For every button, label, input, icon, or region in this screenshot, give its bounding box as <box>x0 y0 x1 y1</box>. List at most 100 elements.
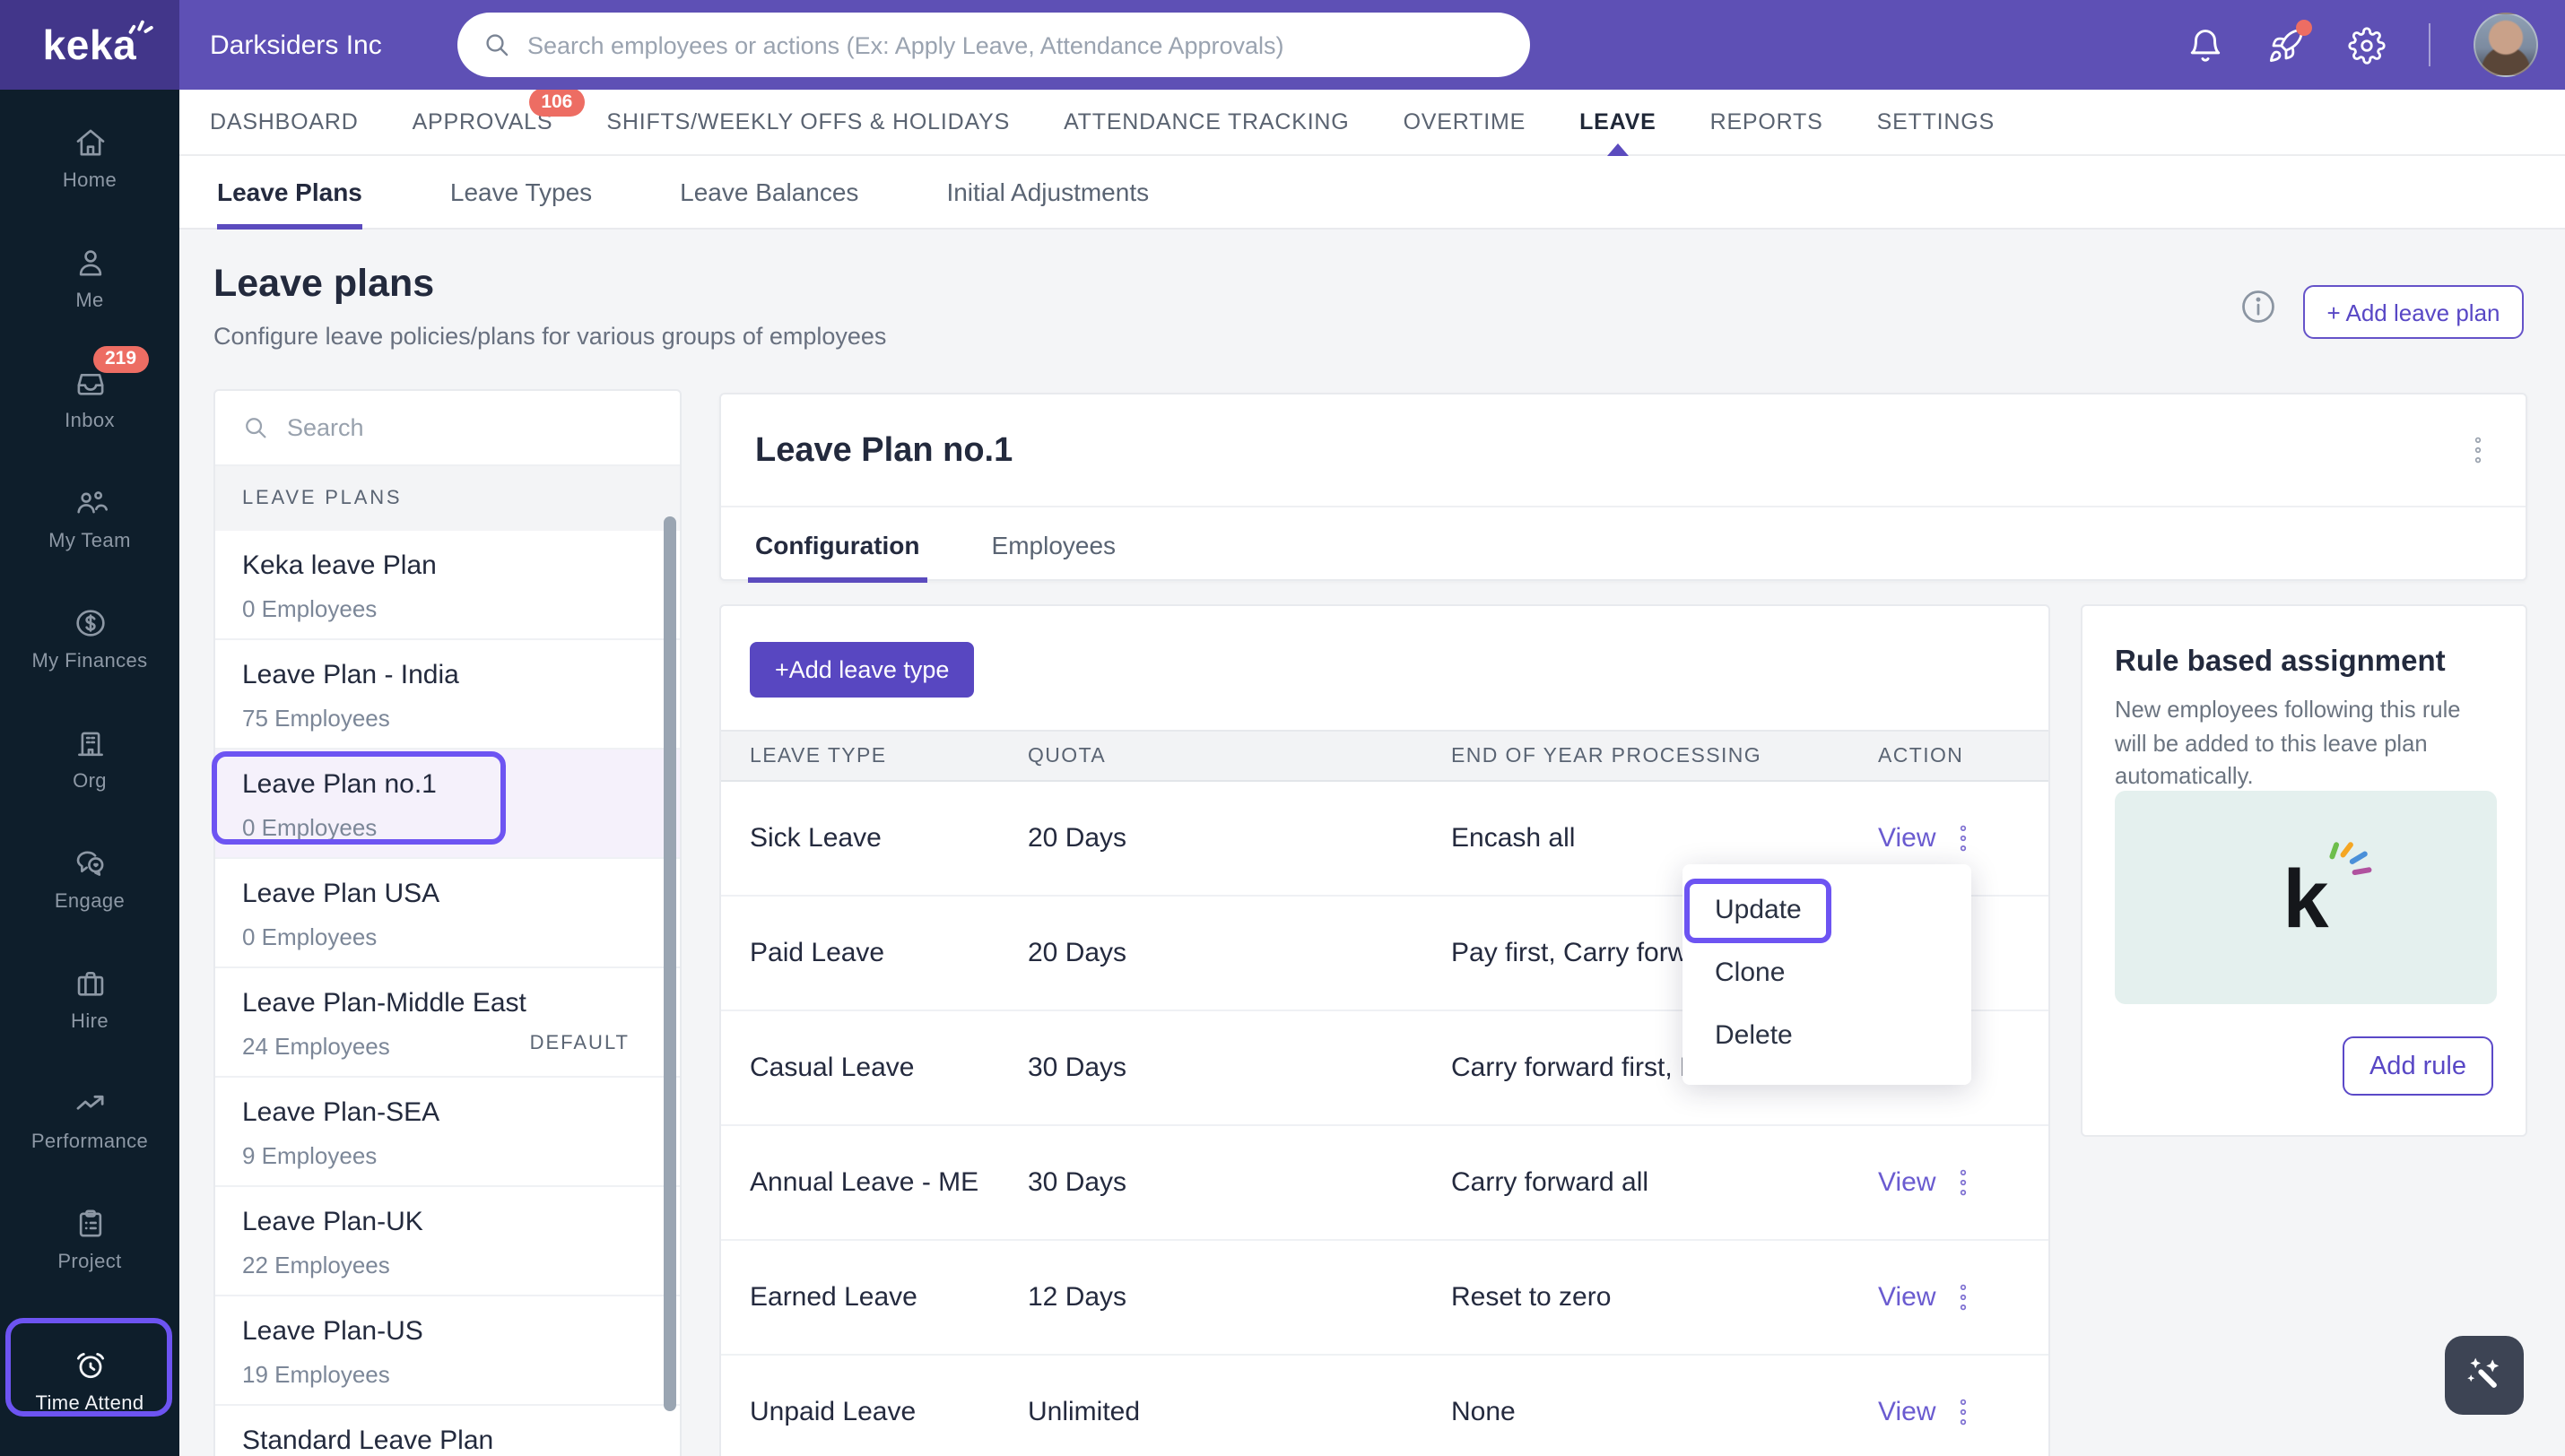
keka-logo[interactable]: keka <box>0 0 179 90</box>
cell-eoy: Carry forward first, Pay <box>1451 1053 1726 1083</box>
plan-employee-count: 0 Employees <box>242 595 378 622</box>
briefcase-icon <box>71 964 109 1001</box>
subtab-label: Initial Adjustments <box>946 178 1150 206</box>
plan-name: Leave Plan USA <box>242 879 440 909</box>
inbox-icon: 219 <box>71 345 150 401</box>
add-rule-button[interactable]: Add rule <box>2343 1036 2493 1096</box>
subtab-label: Leave Balances <box>680 178 859 206</box>
plan-employee-count: 24 Employees <box>242 1033 390 1060</box>
detail-tab-label: Configuration <box>755 531 920 559</box>
logo-spark-icon <box>126 13 154 36</box>
plans-scrollbar[interactable] <box>664 516 676 1411</box>
keka-k-logo: k <box>2282 841 2373 939</box>
table-header-row: LEAVE TYPE QUOTA END OF YEAR PROCESSING … <box>721 730 2048 782</box>
notifications-bell-icon[interactable] <box>2187 26 2224 64</box>
col-eoy-processing: END OF YEAR PROCESSING <box>1451 745 1762 767</box>
cell-eoy: Reset to zero <box>1451 1282 1612 1313</box>
nav-tab-label: REPORTS <box>1709 109 1823 134</box>
cell-leave-type: Sick Leave <box>750 823 882 854</box>
col-action: ACTION <box>1878 745 1964 767</box>
nav-tab-label: ATTENDANCE TRACKING <box>1064 109 1350 134</box>
table-row: Annual Leave - ME 30 Days Carry forward … <box>721 1126 2048 1241</box>
plan-employee-count: 0 Employees <box>242 923 378 950</box>
view-link[interactable]: View <box>1878 1397 1936 1427</box>
nav-tab-label: SHIFTS/WEEKLY OFFS & HOLIDAYS <box>606 109 1011 134</box>
magic-wand-button[interactable] <box>2445 1336 2524 1415</box>
cell-quota: 12 Days <box>1028 1282 1127 1313</box>
table-row: Earned Leave 12 Days Reset to zero View <box>721 1241 2048 1356</box>
settings-gear-icon[interactable] <box>2348 26 2386 64</box>
plan-name: Leave Plan no.1 <box>242 769 437 800</box>
company-name: Darksiders Inc <box>210 30 382 60</box>
leave-subnav: Leave Plans Leave Types Leave Balances I… <box>179 156 2565 230</box>
k-logo-sparks-icon <box>2322 835 2379 885</box>
cell-leave-type: Unpaid Leave <box>750 1397 917 1427</box>
divider <box>721 506 2526 507</box>
row-kebab-icon[interactable] <box>1960 1282 1969 1313</box>
rule-illustration: k <box>2115 791 2497 1004</box>
team-icon <box>71 483 109 521</box>
plans-search[interactable] <box>215 391 680 466</box>
leave-plans-panel: LEAVE PLANS Keka leave Plan 0 Employees … <box>213 389 682 1456</box>
notification-dot <box>2296 19 2312 35</box>
top-bar: keka Darksiders Inc <box>0 0 2565 90</box>
clipboard-icon <box>71 1204 109 1242</box>
info-icon[interactable] <box>2239 287 2278 326</box>
view-link[interactable]: View <box>1878 1167 1936 1198</box>
sidebar-item-label: Time Attend <box>35 1392 144 1414</box>
keka-logo-text: keka <box>42 21 137 67</box>
sidebar-item-label: Engage <box>54 890 126 912</box>
subtab-label: Leave Plans <box>217 178 362 206</box>
plan-employee-count: 22 Employees <box>242 1252 390 1278</box>
chat-heart-icon <box>71 844 109 881</box>
user-icon <box>71 243 109 281</box>
whats-new-rocket-icon[interactable] <box>2267 19 2312 64</box>
plans-search-input[interactable] <box>287 414 680 441</box>
menu-item-label: Delete <box>1715 1020 1793 1051</box>
view-link[interactable]: View <box>1878 823 1936 854</box>
global-search[interactable] <box>457 13 1530 77</box>
plan-name: Standard Leave Plan <box>242 1426 494 1456</box>
plan-options-kebab-icon[interactable] <box>2474 434 2482 466</box>
col-leave-type: LEAVE TYPE <box>750 745 887 767</box>
approvals-count-badge: 106 <box>528 88 586 117</box>
leave-types-table: LEAVE TYPE QUOTA END OF YEAR PROCESSING … <box>721 730 2048 1456</box>
home-icon <box>71 123 109 160</box>
sidebar-item-label: Home <box>62 169 117 191</box>
plan-employee-count: 9 Employees <box>242 1142 378 1169</box>
cell-quota: 30 Days <box>1028 1167 1127 1198</box>
alarm-clock-icon <box>71 1346 109 1383</box>
topbar-divider <box>2429 23 2430 66</box>
col-quota: QUOTA <box>1028 745 1107 767</box>
sidebar-item-label: My Finances <box>31 650 148 672</box>
nav-tab-label: APPROVALS <box>412 109 553 134</box>
add-leave-type-button[interactable]: +Add leave type <box>750 642 975 698</box>
cell-quota: 30 Days <box>1028 1053 1127 1083</box>
sidebar-item-label: Inbox <box>65 410 115 431</box>
row-kebab-icon[interactable] <box>1960 1167 1969 1198</box>
table-row: Unpaid Leave Unlimited None View <box>721 1356 2048 1456</box>
cell-eoy: None <box>1451 1397 1516 1427</box>
plan-name: Leave Plan-SEA <box>242 1097 440 1128</box>
sidebar-item-label: Hire <box>71 1010 109 1032</box>
global-search-input[interactable] <box>527 31 1530 58</box>
page-subtitle: Configure leave policies/plans for vario… <box>213 323 887 350</box>
view-link[interactable]: View <box>1878 1282 1936 1313</box>
nav-tab-label: SETTINGS <box>1876 109 1995 134</box>
row-kebab-icon[interactable] <box>1960 823 1969 854</box>
dollar-icon <box>71 603 109 641</box>
row-kebab-icon[interactable] <box>1960 1397 1969 1427</box>
menu-item-label: Update <box>1715 895 1802 925</box>
default-badge: DEFAULT <box>529 1033 630 1054</box>
add-leave-plan-button[interactable]: + Add leave plan <box>2303 285 2524 339</box>
rule-card-title: Rule based assignment <box>2115 646 2446 678</box>
cell-leave-type: Casual Leave <box>750 1053 915 1083</box>
plan-name: Leave Plan - India <box>242 660 459 690</box>
nav-tab-label: OVERTIME <box>1403 109 1526 134</box>
module-nav: DASHBOARD APPROVALS 106 SHIFTS/WEEKLY OF… <box>179 88 2565 156</box>
user-avatar[interactable] <box>2474 13 2538 77</box>
cell-leave-type: Paid Leave <box>750 938 885 968</box>
row-context-menu: Update Clone Delete <box>1682 864 1971 1085</box>
plans-section-header: LEAVE PLANS <box>215 466 680 531</box>
